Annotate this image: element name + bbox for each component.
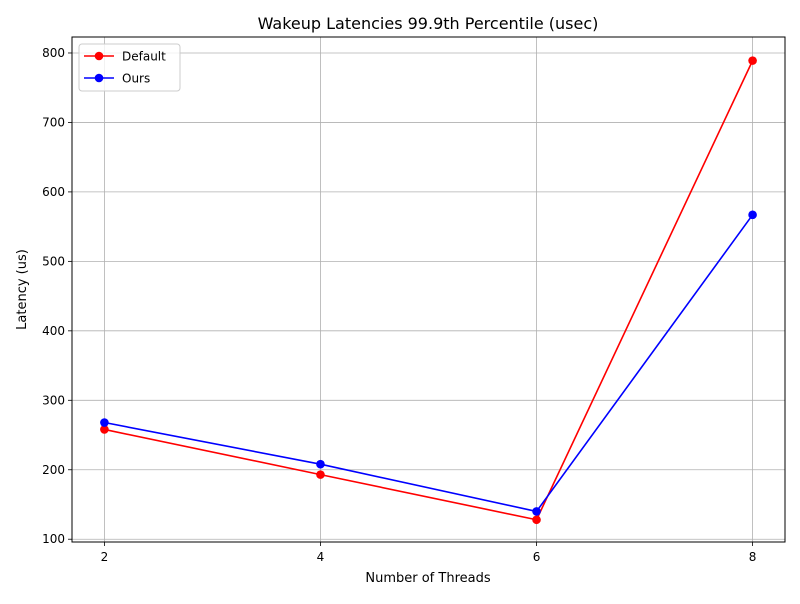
series-group xyxy=(100,56,757,525)
y-tick-label: 100 xyxy=(42,532,65,546)
x-tick-label: 4 xyxy=(317,550,325,564)
series-line-default xyxy=(104,60,754,521)
y-tick-label: 400 xyxy=(42,324,65,338)
y-tick-label: 500 xyxy=(42,254,65,268)
y-axis-label: Latency (us) xyxy=(15,249,30,330)
data-point-default xyxy=(316,470,325,479)
x-tick-label: 6 xyxy=(533,550,541,564)
y-tick-label: 800 xyxy=(42,46,65,60)
x-tick-label: 8 xyxy=(749,550,757,564)
legend-marker-default xyxy=(94,51,104,61)
legend-marker-ours xyxy=(94,73,104,83)
y-tick-label: 600 xyxy=(42,185,65,199)
data-point-ours xyxy=(532,507,541,516)
data-point-ours xyxy=(316,459,325,469)
data-point-ours xyxy=(748,210,757,220)
series-line-ours xyxy=(104,214,754,513)
x-axis-ticks: 2 4 6 8 xyxy=(101,542,757,564)
y-tick-label: 200 xyxy=(42,463,65,477)
y-tick-label: 300 xyxy=(42,393,65,407)
y-axis-ticks: 100 200 300 400 500 600 700 800 xyxy=(42,46,72,546)
legend-item-default: Default xyxy=(84,50,166,64)
x-tick-label: 2 xyxy=(101,550,109,564)
y-tick-label: 700 xyxy=(42,115,65,129)
data-point-default xyxy=(100,425,109,434)
series-ours xyxy=(100,210,757,516)
legend-label-ours: Ours xyxy=(122,72,150,86)
legend: Default Ours xyxy=(78,43,181,92)
data-point-default xyxy=(532,515,541,525)
grid xyxy=(72,37,785,542)
chart-title: Wakeup Latencies 99.9th Percentile (usec… xyxy=(258,14,599,33)
legend-label-default: Default xyxy=(122,50,166,64)
plot-frame xyxy=(71,36,786,543)
series-default xyxy=(100,56,757,525)
x-axis-label: Number of Threads xyxy=(365,571,490,586)
data-point-default xyxy=(748,56,757,65)
data-point-ours xyxy=(100,418,109,427)
legend-item-ours: Ours xyxy=(84,72,150,86)
